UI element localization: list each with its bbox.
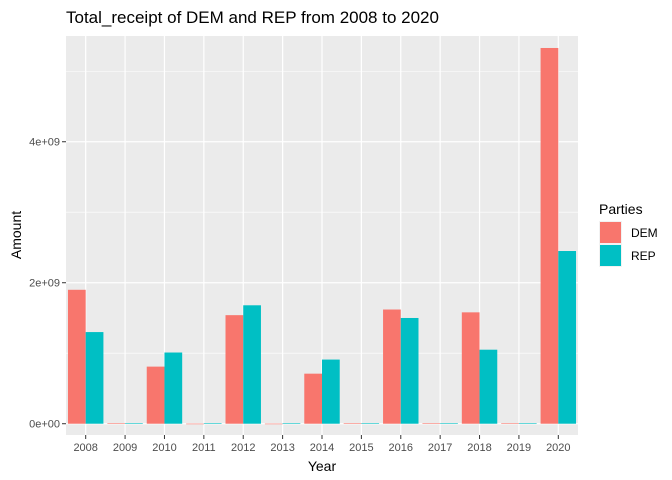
- x-tick-label: 2016: [389, 442, 413, 454]
- bar-dem-2019: [501, 423, 519, 424]
- y-tick-label: 2e+09: [29, 278, 60, 290]
- bar-dem-2015: [343, 423, 362, 424]
- bar-rep-2020: [558, 251, 577, 424]
- bar-dem-2018: [461, 312, 480, 424]
- bar-dem-2009: [107, 423, 126, 424]
- legend-swatch-dem: [600, 222, 621, 243]
- x-tick-label: 2017: [428, 442, 452, 454]
- x-tick-label: 2008: [73, 442, 97, 454]
- bar-dem-2013: [264, 423, 283, 425]
- bar-rep-2010: [164, 352, 183, 424]
- x-tick-label: 2020: [546, 442, 570, 454]
- bar-rep-2012: [243, 305, 261, 424]
- chart-title: Total_receipt of DEM and REP from 2008 t…: [66, 8, 439, 27]
- bar-rep-2013: [282, 423, 301, 424]
- bar-rep-2018: [479, 349, 498, 424]
- bar-dem-2016: [383, 309, 401, 424]
- bar-dem-2011: [186, 423, 204, 425]
- x-tick-label: 2019: [507, 442, 531, 454]
- legend: Parties DEM REP: [599, 201, 658, 267]
- bar-dem-2010: [146, 366, 165, 424]
- x-tick-label: 2018: [467, 442, 491, 454]
- bar-rep-2014: [322, 359, 340, 424]
- x-tick-label: 2012: [231, 442, 255, 454]
- y-tick-label: 0e+00: [29, 419, 60, 431]
- x-tick-label: 2009: [113, 442, 137, 454]
- y-axis-title: Amount: [8, 211, 24, 259]
- bar-dem-2008: [67, 289, 86, 424]
- bar-rep-2008: [85, 332, 104, 424]
- bar-rep-2015: [361, 423, 380, 424]
- bars-layer: [67, 47, 577, 425]
- bar-dem-2012: [225, 315, 244, 424]
- x-tick-label: 2015: [349, 442, 373, 454]
- legend-swatch-rep: [600, 245, 621, 266]
- y-axis: 0e+00 2e+09 4e+09: [29, 137, 66, 431]
- bar-rep-2019: [518, 423, 537, 424]
- x-axis: 2008 2009 2010 2011 2012 2013 2014 2015 2016 2017…: [73, 435, 571, 454]
- legend-label-dem: DEM: [631, 226, 658, 240]
- x-tick-label: 2011: [192, 442, 216, 454]
- x-tick-label: 2014: [310, 442, 334, 454]
- bar-dem-2020: [540, 47, 559, 424]
- bar-rep-2011: [203, 423, 222, 424]
- legend-title: Parties: [599, 201, 643, 217]
- x-tick-label: 2013: [270, 442, 294, 454]
- x-tick-label: 2010: [152, 442, 176, 454]
- legend-label-rep: REP: [631, 249, 656, 263]
- bar-dem-2014: [304, 373, 322, 424]
- bar-rep-2016: [400, 317, 419, 424]
- y-tick-label: 4e+09: [29, 137, 60, 149]
- bar-rep-2009: [125, 423, 143, 424]
- bar-rep-2017: [440, 423, 458, 424]
- x-axis-title: Year: [308, 458, 337, 474]
- bar-dem-2017: [422, 423, 441, 424]
